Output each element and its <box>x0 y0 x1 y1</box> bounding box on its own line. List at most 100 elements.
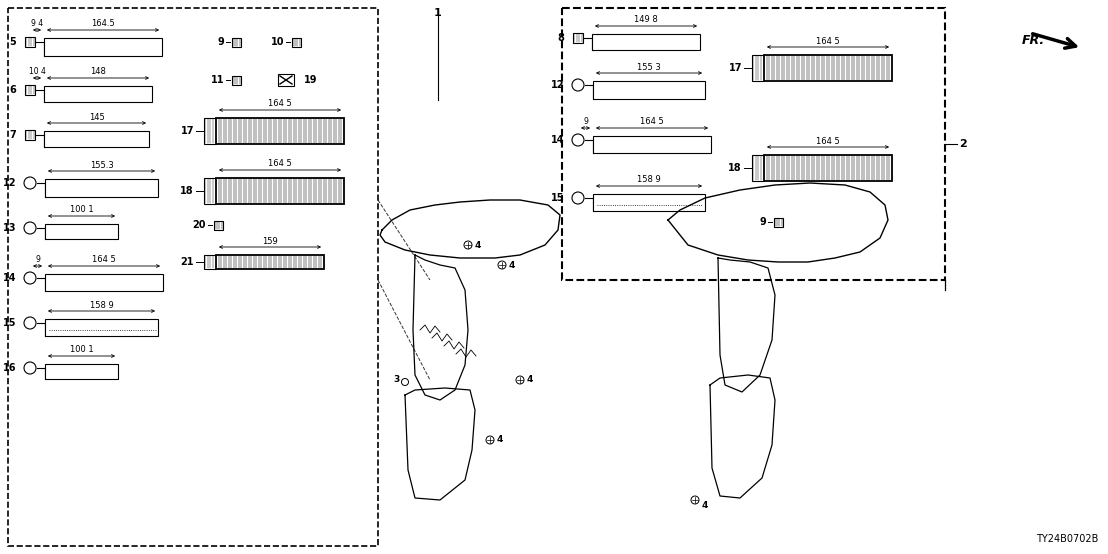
Text: 18: 18 <box>181 186 194 196</box>
Bar <box>593 81 705 99</box>
Bar <box>592 34 700 50</box>
Bar <box>45 179 158 197</box>
Text: 155.3: 155.3 <box>90 161 113 170</box>
Circle shape <box>24 222 35 234</box>
Circle shape <box>486 436 494 444</box>
Text: 14: 14 <box>2 273 16 283</box>
Bar <box>752 155 765 181</box>
Circle shape <box>24 317 35 329</box>
Text: 9: 9 <box>217 37 224 47</box>
Bar <box>204 255 216 269</box>
Bar <box>232 75 240 85</box>
Text: 7: 7 <box>9 130 16 140</box>
Text: 145: 145 <box>89 112 104 121</box>
Text: 100 1: 100 1 <box>70 346 93 355</box>
Text: 9: 9 <box>583 117 588 126</box>
Bar <box>765 55 892 81</box>
Bar <box>573 33 583 43</box>
Text: 12: 12 <box>2 178 16 188</box>
Bar <box>45 274 163 291</box>
Bar <box>562 8 945 280</box>
Text: 4: 4 <box>702 500 708 510</box>
Text: 164 5: 164 5 <box>92 255 116 264</box>
Circle shape <box>516 376 524 384</box>
Circle shape <box>572 79 584 91</box>
Bar <box>204 178 216 204</box>
Text: 158 9: 158 9 <box>90 300 113 310</box>
Text: FR.: FR. <box>1022 33 1045 47</box>
Circle shape <box>401 378 409 386</box>
Bar <box>214 220 223 229</box>
Circle shape <box>691 496 699 504</box>
Bar <box>773 218 782 227</box>
Bar <box>45 319 158 336</box>
Bar <box>25 37 35 47</box>
Text: 149 8: 149 8 <box>634 16 658 24</box>
Text: 9 4: 9 4 <box>31 19 43 28</box>
Bar <box>232 38 240 47</box>
Bar <box>593 136 711 153</box>
Text: 4: 4 <box>527 376 533 384</box>
Text: 158 9: 158 9 <box>637 176 660 184</box>
Text: 164 5: 164 5 <box>268 100 291 109</box>
Text: 164 5: 164 5 <box>817 136 840 146</box>
Bar <box>45 364 117 379</box>
Text: 13: 13 <box>2 223 16 233</box>
Bar <box>216 118 343 144</box>
Bar <box>44 38 162 56</box>
Text: 4: 4 <box>509 260 515 269</box>
Bar <box>8 8 378 546</box>
Circle shape <box>572 134 584 146</box>
Text: 14: 14 <box>551 135 564 145</box>
Text: 10 4: 10 4 <box>29 68 45 76</box>
Text: 4: 4 <box>475 240 481 249</box>
Bar <box>25 85 35 95</box>
Text: 19: 19 <box>304 75 318 85</box>
Text: 4: 4 <box>497 435 503 444</box>
Text: 20: 20 <box>193 220 206 230</box>
Bar <box>45 224 117 239</box>
Circle shape <box>497 261 506 269</box>
Text: 9: 9 <box>759 217 766 227</box>
Text: 164 5: 164 5 <box>817 37 840 45</box>
Text: 2: 2 <box>960 139 967 149</box>
Circle shape <box>464 241 472 249</box>
Bar <box>216 255 324 269</box>
Text: TY24B0702B: TY24B0702B <box>1036 534 1098 544</box>
Text: 21: 21 <box>181 257 194 267</box>
Text: 164 5: 164 5 <box>640 117 664 126</box>
Circle shape <box>24 362 35 374</box>
Text: 11: 11 <box>211 75 224 85</box>
Text: 17: 17 <box>728 63 742 73</box>
Text: 12: 12 <box>551 80 564 90</box>
Text: 100 1: 100 1 <box>70 206 93 214</box>
Text: 15: 15 <box>2 318 16 328</box>
Text: 155 3: 155 3 <box>637 63 660 71</box>
Circle shape <box>24 272 35 284</box>
Circle shape <box>572 192 584 204</box>
Text: 16: 16 <box>2 363 16 373</box>
Text: 5: 5 <box>9 37 16 47</box>
Bar <box>25 130 35 140</box>
Text: 148: 148 <box>90 68 106 76</box>
Text: 164.5: 164.5 <box>91 19 115 28</box>
Bar <box>216 178 343 204</box>
Bar <box>204 118 216 144</box>
Bar <box>44 131 148 147</box>
Bar <box>593 194 705 211</box>
Text: 6: 6 <box>9 85 16 95</box>
Bar <box>44 86 152 102</box>
Bar <box>291 38 300 47</box>
Text: 1: 1 <box>434 8 442 18</box>
Text: 8: 8 <box>557 33 564 43</box>
Circle shape <box>24 177 35 189</box>
Text: 15: 15 <box>551 193 564 203</box>
Text: 3: 3 <box>393 376 400 384</box>
Text: 9: 9 <box>35 255 40 264</box>
Text: 10: 10 <box>270 37 284 47</box>
Text: 18: 18 <box>728 163 742 173</box>
Bar <box>752 55 765 81</box>
Text: 164 5: 164 5 <box>268 160 291 168</box>
Bar <box>278 74 294 86</box>
Bar <box>765 155 892 181</box>
